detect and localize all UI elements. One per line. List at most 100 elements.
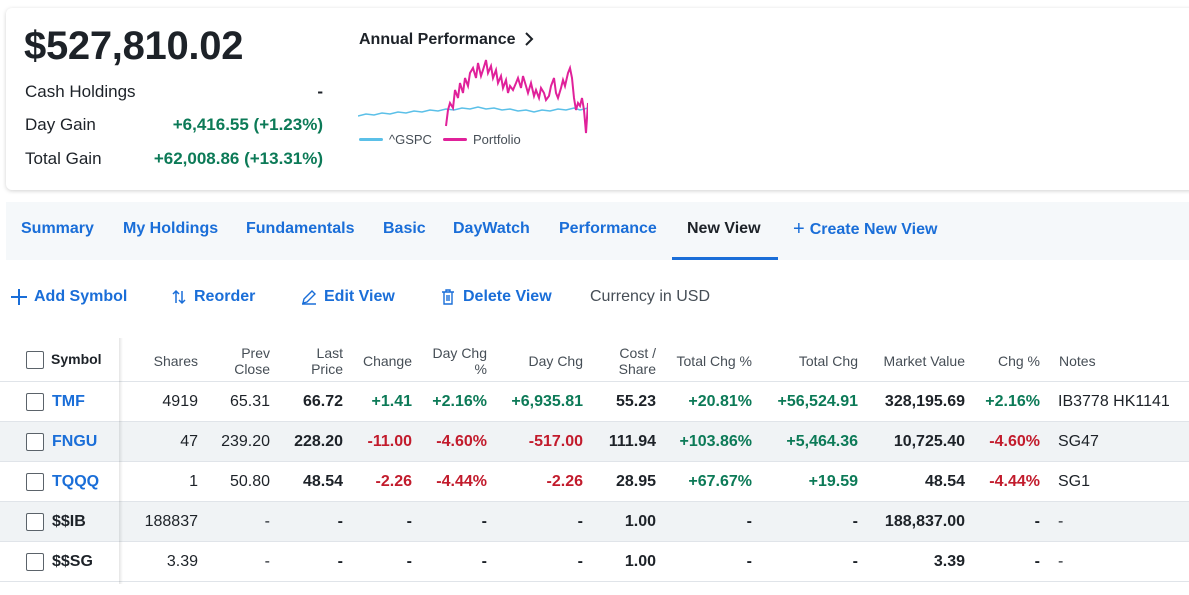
tab-fundamentals[interactable]: Fundamentals (246, 220, 355, 237)
change-cell: - (406, 513, 412, 530)
cost-share-cell: 28.95 (615, 473, 656, 490)
trash-icon (439, 288, 457, 306)
symbol-link[interactable]: TMF (52, 393, 85, 410)
portfolio-total-value: $527,810.02 (24, 24, 244, 68)
tab-daywatch[interactable]: DayWatch (453, 220, 530, 237)
cost-share-cell: 1.00 (624, 513, 656, 530)
chg-pct-cell: - (1034, 513, 1040, 530)
tab-summary[interactable]: Summary (21, 220, 94, 237)
symbol-label: $$IB (52, 513, 86, 530)
prev-close-cell: 239.20 (221, 433, 270, 450)
table-row[interactable]: TMF 4919 65.31 66.72 +1.41 +2.16% +6,935… (0, 382, 1189, 422)
col-prev-close-line1: Prev (241, 345, 270, 361)
reorder-button[interactable]: Reorder (170, 288, 255, 306)
plus-icon (10, 288, 28, 306)
table-row[interactable]: FNGU 47 239.20 228.20 -11.00 -4.60% -517… (0, 422, 1189, 462)
stat-value: - (317, 82, 323, 101)
notes-cell[interactable]: IB3778 HK1141 (1058, 393, 1170, 410)
notes-cell[interactable]: - (1058, 513, 1064, 530)
stat-label: Day Gain (25, 115, 96, 134)
row-checkbox[interactable] (26, 433, 44, 451)
plus-icon: + (793, 218, 805, 240)
col-change[interactable]: Change (362, 353, 412, 369)
currency-label: Currency in USD (590, 288, 711, 305)
change-cell: -11.00 (367, 433, 412, 450)
col-market-value[interactable]: Market Value (883, 353, 965, 369)
symbol-link[interactable]: TQQQ (52, 473, 100, 490)
edit-view-label: Edit View (324, 288, 395, 305)
last-price-cell: 48.54 (302, 473, 343, 490)
cost-share-cell: 111.94 (608, 433, 656, 450)
day-chg-cell: +6,935.81 (511, 393, 583, 410)
col-total-chg[interactable]: Total Chg (798, 353, 858, 369)
col-cost-share[interactable]: Cost / Share (596, 345, 656, 377)
row-checkbox[interactable] (26, 473, 44, 491)
total-chg-pct-cell: +103.86% (679, 433, 752, 450)
change-cell: +1.41 (371, 393, 412, 410)
last-price-cell: - (337, 553, 343, 570)
tab-basic[interactable]: Basic (383, 220, 426, 237)
stat-cash-holdings: Cash Holdings - (25, 82, 323, 106)
sort-arrows-icon (170, 288, 188, 306)
col-day-chg[interactable]: Day Chg (528, 353, 583, 369)
add-symbol-button[interactable]: Add Symbol (10, 288, 127, 306)
row-checkbox[interactable] (26, 553, 44, 571)
last-price-cell: - (337, 513, 343, 530)
col-prev-close[interactable]: Prev Close (200, 345, 270, 377)
notes-cell[interactable]: SG47 (1058, 433, 1099, 450)
delete-view-label: Delete View (463, 288, 552, 305)
view-tab-bar: Summary My Holdings Fundamentals Basic D… (6, 202, 1189, 260)
day-chg-pct-cell: -4.44% (436, 473, 487, 490)
tab-performance[interactable]: Performance (559, 220, 657, 237)
col-chg-pct[interactable]: Chg % (997, 353, 1040, 369)
tab-new-view[interactable]: New View (687, 220, 761, 237)
col-notes[interactable]: Notes (1059, 353, 1096, 369)
table-row[interactable]: TQQQ 1 50.80 48.54 -2.26 -4.44% -2.26 28… (0, 462, 1189, 502)
col-symbol[interactable]: Symbol (51, 351, 102, 367)
table-row[interactable]: $$SG 3.39 - - - - - 1.00 - - 3.39 - - (0, 542, 1189, 582)
shares-cell: 4919 (162, 393, 198, 410)
notes-cell[interactable]: SG1 (1058, 473, 1091, 490)
add-symbol-label: Add Symbol (34, 288, 128, 305)
prev-close-cell: 50.80 (229, 473, 270, 490)
stat-day-gain: Day Gain +6,416.55 (+1.23%) (25, 115, 323, 139)
shares-cell: 1 (189, 473, 198, 490)
gspc-line (358, 106, 588, 117)
cost-share-cell: 1.00 (624, 553, 656, 570)
shares-cell: 47 (180, 433, 198, 450)
select-all-checkbox[interactable] (26, 351, 44, 369)
col-day-chg-pct[interactable]: Day Chg % (418, 345, 487, 377)
chg-pct-cell: - (1034, 553, 1040, 570)
day-chg-pct-cell: - (481, 513, 487, 530)
table-row[interactable]: $$IB 188837 - - - - - 1.00 - - 188,837.0… (0, 502, 1189, 542)
chg-pct-cell: +2.16% (985, 393, 1040, 410)
market-value-cell: 328,195.69 (884, 393, 965, 410)
portfolio-summary-card: $527,810.02 Cash Holdings - Day Gain +6,… (6, 8, 1189, 190)
day-chg-cell: - (577, 553, 583, 570)
delete-view-button[interactable]: Delete View (439, 288, 552, 306)
edit-view-button[interactable]: Edit View (300, 288, 395, 306)
create-new-view-button[interactable]: + Create New View (793, 218, 937, 241)
chevron-right-icon[interactable] (523, 31, 539, 47)
total-chg-pct-cell: +20.81% (688, 393, 752, 410)
legend-swatch (443, 138, 467, 141)
prev-close-cell: - (264, 553, 270, 570)
row-checkbox[interactable] (26, 393, 44, 411)
total-chg-cell: +19.59 (808, 473, 858, 490)
total-chg-cell: - (852, 513, 858, 530)
market-value-cell: 10,725.40 (893, 433, 965, 450)
row-checkbox[interactable] (26, 513, 44, 531)
annual-performance-link[interactable]: Annual Performance (359, 31, 516, 48)
col-prev-close-line2: Close (234, 361, 270, 377)
notes-cell[interactable]: - (1058, 553, 1064, 570)
col-shares[interactable]: Shares (153, 353, 198, 369)
symbol-link[interactable]: FNGU (52, 433, 98, 450)
legend-label: Portfolio (473, 132, 521, 147)
col-total-chg-pct[interactable]: Total Chg % (676, 353, 752, 369)
col-last-price[interactable]: Last Price (283, 345, 343, 377)
day-chg-cell: -517.00 (528, 433, 583, 450)
active-tab-indicator (672, 257, 778, 260)
tab-my-holdings[interactable]: My Holdings (123, 220, 219, 237)
day-chg-pct-cell: - (481, 553, 487, 570)
day-chg-pct-cell: +2.16% (432, 393, 487, 410)
